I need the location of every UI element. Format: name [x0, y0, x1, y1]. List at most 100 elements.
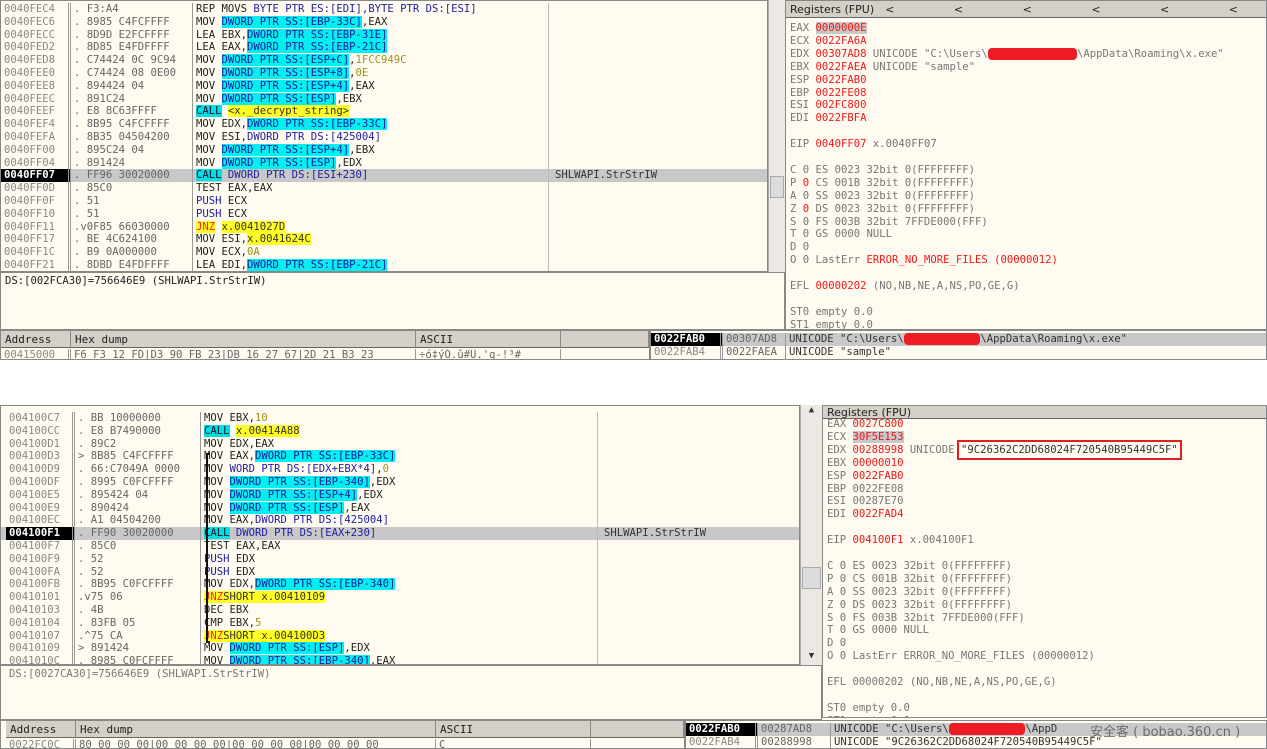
- address-cell[interactable]: 0040FF00: [1, 143, 71, 157]
- stack-row[interactable]: 0022FAB4 0022FAEA UNICODE "sample": [651, 345, 1266, 359]
- dump-pane[interactable]: Address Hex dump ASCII 00415000 F6 F3 12 FD|…: [0, 330, 650, 360]
- disasm-row[interactable]: 0040FF10. 51 PUSH ECX: [1, 207, 767, 221]
- disasm-row[interactable]: 0040FEEC. 891C24 MOV DWORD PTR SS:[ESP],E…: [1, 92, 767, 106]
- address-cell[interactable]: 00410104: [6, 616, 75, 630]
- address-cell[interactable]: 004100F1: [6, 527, 75, 540]
- dump-row[interactable]: 00415000 F6 F3 12 FD|D3 90 FB 23|DB 16 27…: [1, 349, 649, 359]
- register-line[interactable]: ECX 30F5E153: [827, 430, 1266, 444]
- address-cell[interactable]: 0040FEE8: [1, 79, 71, 93]
- dump-header-ascii[interactable]: ASCII: [416, 331, 561, 348]
- dump-header-ascii[interactable]: ASCII: [436, 721, 591, 738]
- address-cell[interactable]: 0040FF0D: [1, 182, 71, 195]
- disasm-row[interactable]: 00410104. 83FB 05 CMP EBX,5: [1, 616, 799, 630]
- dump-row[interactable]: 0022FC0C 80 00 00 00|00 00 00 00|00 00 00…: [1, 739, 684, 748]
- stack-address[interactable]: 0022FAB4: [651, 345, 723, 359]
- disasm-row[interactable]: 004100CC. E8 B7490000 CALL x.00414A88: [1, 424, 799, 438]
- address-cell[interactable]: 00410101: [6, 591, 75, 604]
- address-cell[interactable]: 004100CC: [6, 424, 75, 438]
- dump-header-hex-dump[interactable]: Hex dump: [71, 331, 416, 348]
- disasm-row[interactable]: 0040FF11 .v0F85 66030000 JNZ x.0041027D: [1, 220, 767, 234]
- address-cell[interactable]: 004100C7: [6, 412, 75, 425]
- address-cell[interactable]: 0040FED8: [1, 54, 71, 67]
- address-cell[interactable]: 004100D9: [6, 463, 75, 476]
- register-line[interactable]: EAX 0027C800: [827, 418, 1266, 431]
- disasm-row[interactable]: 00410101 .v75 06 JNZSHORT x.00410109: [1, 591, 799, 604]
- disasm-row[interactable]: 004100D9. 66:C7049A 0000 MOV WORD PTR DS:…: [1, 463, 799, 476]
- disasm-row[interactable]: 0040FF21. 8DBD E4FDFFFF LEA EDI,DWORD PTR…: [1, 259, 767, 271]
- address-cell[interactable]: 004100EC: [6, 514, 75, 528]
- register-line[interactable]: EIP 0040FF07 x.0040FF07: [790, 138, 1266, 151]
- address-cell[interactable]: 0040FED2: [1, 41, 71, 55]
- register-line[interactable]: EIP 004100F1 x.004100F1: [827, 534, 1266, 547]
- register-line[interactable]: D 0: [827, 637, 1266, 650]
- disasm-row[interactable]: 0040FF0D. 85C0 TEST EAX,EAX: [1, 182, 767, 195]
- register-line[interactable]: ESI 002FC800: [790, 99, 1266, 112]
- disasm-row[interactable]: 004100EC. A1 04504200 MOV EAX,DWORD PTR D…: [1, 514, 799, 528]
- address-cell[interactable]: 004100E9: [6, 501, 75, 515]
- disasm-row[interactable]: 0040FED8. C74424 0C 9C94 MOV DWORD PTR SS…: [1, 54, 767, 67]
- address-cell[interactable]: 00410109: [6, 642, 75, 656]
- register-line[interactable]: Z 0 DS 0023 32bit 0(FFFFFFFF): [790, 203, 1266, 216]
- disasm-row[interactable]: 004100FA. 52 PUSH EDX: [1, 565, 799, 579]
- register-line[interactable]: EDX 00307AD8 UNICODE "C:\Users\XXXXXXXXX…: [790, 47, 1266, 61]
- disasm-row[interactable]: 0040FEC4. F3:A4 REP MOVS BYTE PTR ES:[EDI…: [1, 3, 767, 16]
- register-line[interactable]: EFL 00000202 (NO,NB,NE,A,NS,PO,GE,G): [827, 676, 1266, 689]
- address-cell[interactable]: 004100FB: [6, 578, 75, 592]
- address-cell[interactable]: 0040FEC6: [1, 15, 71, 29]
- register-line[interactable]: ECX 0022FA6A: [790, 35, 1266, 48]
- register-line[interactable]: EDI 0022FBFA: [790, 112, 1266, 125]
- registers-pane[interactable]: Registers (FPU) EAX 0027C800 ECX 30F5E153…: [822, 405, 1267, 718]
- address-cell[interactable]: 0040FEE0: [1, 67, 71, 80]
- collapse-arrows[interactable]: < < < < < <: [885, 3, 1266, 16]
- disasm-row[interactable]: 004100F9. 52 PUSH EDX: [1, 552, 799, 566]
- disasm-row[interactable]: 004100D1. 89C2 MOV EDX,EAX: [1, 437, 799, 451]
- address-cell[interactable]: 0040FF04: [1, 156, 71, 170]
- disasm-row[interactable]: 0040FEE8. 894424 04 MOV DWORD PTR SS:[ESP…: [1, 79, 767, 93]
- register-line[interactable]: EDX 00288998 UNICODE "9C26362C2DD68024F7…: [827, 439, 1266, 460]
- scroll-thumb[interactable]: [802, 567, 821, 589]
- register-line[interactable]: Z 0 DS 0023 32bit 0(FFFFFFFF): [827, 599, 1266, 612]
- address-cell[interactable]: 0040FF11: [1, 220, 71, 234]
- disasm-row[interactable]: 004100DF. 8995 C0FCFFFF MOV DWORD PTR SS:…: [1, 476, 799, 489]
- disasm-row[interactable]: 004100F1. FF90 30020000 CALL DWORD PTR DS…: [1, 527, 799, 540]
- address-cell[interactable]: 004100D3: [6, 450, 75, 464]
- registers-pane[interactable]: Registers (FPU) < < < < < < EAX 0000000E E…: [785, 0, 1267, 330]
- disasm-row[interactable]: 0040FED2. 8D85 E4FDFFFF LEA EAX,DWORD PTR…: [1, 41, 767, 55]
- stack-address[interactable]: 0022FAB4: [686, 735, 758, 748]
- disasm-row[interactable]: 0040FF1C. B9 0A000000 MOV ECX,0A: [1, 246, 767, 259]
- register-line[interactable]: EBX 00000010: [827, 457, 1266, 470]
- disassembly-pane[interactable]: 0040FEC4. F3:A4 REP MOVS BYTE PTR ES:[EDI…: [0, 0, 768, 272]
- register-line[interactable]: EFL 00000202 (NO,NB,NE,A,NS,PO,GE,G): [790, 280, 1266, 293]
- register-line[interactable]: P 0 CS 001B 32bit 0(FFFFFFFF): [790, 177, 1266, 190]
- address-cell[interactable]: 004100FA: [6, 565, 75, 579]
- address-cell[interactable]: 0040FEFA: [1, 131, 71, 144]
- disasm-row[interactable]: 00410107 .^75 CA JNZSHORT x.004100D3: [1, 629, 799, 643]
- address-cell[interactable]: 0040FF1C: [1, 246, 71, 259]
- address-cell[interactable]: 0040FEF4: [1, 118, 71, 131]
- register-line[interactable]: ST0 empty 0.0: [790, 306, 1266, 319]
- register-line[interactable]: ESP 0022FAB0: [790, 74, 1266, 87]
- address-cell[interactable]: 004100D1: [6, 437, 75, 451]
- register-line[interactable]: ST1 empty 0.0: [790, 319, 1266, 329]
- dump-header-address[interactable]: Address: [6, 721, 76, 738]
- register-line[interactable]: EDI 0022FAD4: [827, 508, 1266, 521]
- disassembly-scrollbar[interactable]: [768, 0, 785, 272]
- address-cell[interactable]: 0040FF07: [1, 169, 71, 183]
- register-line[interactable]: ST1 empty 0.0: [827, 715, 1266, 717]
- address-cell[interactable]: 0040FF17: [1, 233, 71, 247]
- stack-row[interactable]: 0022FAB4 00288998 UNICODE "9C26362C2DD6802…: [686, 735, 1266, 748]
- disasm-row[interactable]: 0040FEFA. 8B35 04504200 MOV ESI,DWORD PTR…: [1, 131, 767, 144]
- address-cell[interactable]: 004100DF: [6, 476, 75, 489]
- scroll-up-arrow-icon[interactable]: ▲: [808, 405, 815, 415]
- disasm-row[interactable]: 0040FEF4. 8B95 C4FCFFFF MOV EDX,DWORD PTR…: [1, 118, 767, 131]
- dump-pane[interactable]: Address Hex dump ASCII 0022FC0C 80 00 00 00|…: [0, 720, 685, 749]
- disasm-row[interactable]: 0040FECC. 8D9D E2FCFFFF LEA EBX,DWORD PTR…: [1, 28, 767, 42]
- register-line[interactable]: C 0 ES 0023 32bit 0(FFFFFFFF): [827, 560, 1266, 573]
- disasm-row[interactable]: 00410103. 4B DEC EBX: [1, 604, 799, 617]
- register-line[interactable]: EAX 0000000E: [790, 22, 1266, 35]
- disasm-row[interactable]: 0040FF07. FF96 30020000 CALL DWORD PTR DS…: [1, 169, 767, 183]
- disasm-row[interactable]: 0040FF00. 895C24 04 MOV DWORD PTR SS:[ESP…: [1, 143, 767, 157]
- address-cell[interactable]: 0040FEC4: [1, 3, 71, 16]
- registers-header[interactable]: Registers (FPU): [823, 406, 1266, 419]
